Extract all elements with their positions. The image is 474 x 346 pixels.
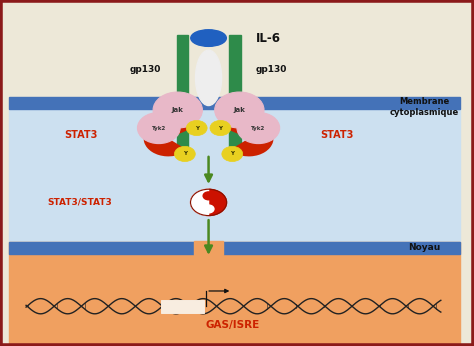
Text: STAT3: STAT3 [320,130,353,140]
Circle shape [222,146,243,162]
Circle shape [186,120,207,136]
Text: STAT3/STAT3: STAT3/STAT3 [47,198,112,207]
Circle shape [203,192,214,200]
Text: STAT3: STAT3 [64,130,97,140]
Bar [228,35,240,156]
Circle shape [215,92,264,128]
Text: Tyk2: Tyk2 [152,126,166,130]
Text: Jak: Jak [233,107,246,113]
Bar [194,241,223,255]
Bar [176,35,189,156]
Text: IL-6: IL-6 [256,31,281,45]
Bar [9,109,460,242]
Text: GAS/ISRE: GAS/ISRE [205,320,259,330]
Bar [9,242,460,254]
Text: Y: Y [195,126,199,130]
Text: Tyk2: Tyk2 [251,126,265,130]
Circle shape [191,189,227,216]
Circle shape [210,120,231,136]
Circle shape [137,112,180,144]
Text: gp130: gp130 [130,65,161,74]
Bar [161,300,204,313]
Text: Y: Y [230,152,234,156]
Text: Membrane
cytoplasmique: Membrane cytoplasmique [390,97,459,117]
Text: gp130: gp130 [256,65,287,74]
Wedge shape [144,120,190,156]
Circle shape [237,112,280,144]
Text: Jak: Jak [172,107,184,113]
Wedge shape [228,120,273,156]
Text: Noyau: Noyau [408,243,440,252]
Ellipse shape [191,30,227,46]
Bar [9,97,460,109]
Circle shape [203,205,214,213]
Ellipse shape [195,50,221,106]
Bar [9,242,460,346]
Wedge shape [191,189,209,216]
Circle shape [153,92,202,128]
Text: Y: Y [219,126,222,130]
Text: Y: Y [183,152,187,156]
Bar [9,0,460,97]
Circle shape [174,146,195,162]
